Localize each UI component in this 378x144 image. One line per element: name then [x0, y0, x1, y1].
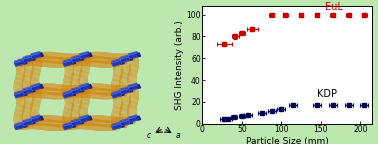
Polygon shape	[128, 52, 137, 56]
Polygon shape	[137, 53, 141, 57]
Polygon shape	[31, 117, 41, 122]
Polygon shape	[120, 55, 129, 59]
Polygon shape	[88, 53, 92, 57]
Polygon shape	[120, 89, 130, 94]
Polygon shape	[14, 122, 23, 126]
Polygon shape	[31, 85, 41, 91]
Polygon shape	[14, 90, 23, 95]
Polygon shape	[63, 59, 72, 63]
Polygon shape	[120, 124, 124, 127]
Polygon shape	[23, 124, 27, 127]
Polygon shape	[31, 57, 35, 60]
Polygon shape	[71, 55, 81, 59]
Polygon shape	[23, 92, 27, 95]
Text: c: c	[147, 131, 151, 140]
Polygon shape	[79, 52, 88, 56]
Polygon shape	[39, 85, 43, 88]
Polygon shape	[80, 88, 84, 92]
Polygon shape	[63, 61, 73, 66]
Polygon shape	[88, 85, 92, 88]
Polygon shape	[79, 85, 90, 91]
Text: KDP: KDP	[317, 89, 337, 99]
Polygon shape	[120, 92, 124, 95]
Polygon shape	[137, 85, 141, 88]
Polygon shape	[63, 122, 72, 126]
Polygon shape	[80, 120, 84, 124]
Polygon shape	[31, 120, 35, 124]
Polygon shape	[112, 61, 122, 66]
Polygon shape	[120, 57, 130, 62]
Polygon shape	[79, 53, 90, 59]
Polygon shape	[71, 87, 81, 91]
Polygon shape	[128, 83, 137, 87]
Polygon shape	[23, 60, 27, 64]
Polygon shape	[72, 60, 76, 64]
Polygon shape	[23, 120, 33, 126]
Polygon shape	[112, 122, 121, 126]
Polygon shape	[128, 85, 138, 91]
Polygon shape	[31, 88, 35, 92]
Polygon shape	[112, 92, 122, 98]
Polygon shape	[120, 87, 129, 91]
Polygon shape	[71, 57, 81, 62]
Polygon shape	[71, 89, 81, 94]
Polygon shape	[63, 90, 72, 95]
Polygon shape	[129, 57, 133, 60]
Polygon shape	[31, 52, 40, 56]
Polygon shape	[39, 53, 43, 57]
Polygon shape	[72, 92, 76, 95]
Polygon shape	[112, 124, 122, 129]
Polygon shape	[137, 116, 141, 120]
Polygon shape	[128, 115, 137, 119]
Polygon shape	[23, 87, 32, 91]
Polygon shape	[31, 83, 40, 87]
Polygon shape	[80, 57, 84, 60]
Polygon shape	[88, 116, 92, 120]
Polygon shape	[112, 90, 121, 95]
Polygon shape	[14, 92, 25, 98]
Polygon shape	[120, 120, 130, 126]
Polygon shape	[79, 117, 90, 122]
Polygon shape	[31, 115, 40, 119]
Polygon shape	[120, 119, 129, 123]
Text: EuL: EuL	[325, 2, 343, 12]
Polygon shape	[23, 89, 33, 94]
Polygon shape	[79, 115, 88, 119]
Polygon shape	[129, 120, 133, 124]
X-axis label: Particle Size (mm): Particle Size (mm)	[246, 137, 328, 144]
Polygon shape	[23, 57, 33, 62]
Polygon shape	[14, 124, 25, 129]
Text: a: a	[176, 131, 180, 140]
Polygon shape	[72, 124, 76, 127]
Polygon shape	[112, 59, 121, 63]
Polygon shape	[129, 88, 133, 92]
Polygon shape	[71, 119, 81, 123]
Polygon shape	[31, 53, 41, 59]
Y-axis label: SHG Intensity (arb.): SHG Intensity (arb.)	[175, 20, 184, 110]
Polygon shape	[128, 53, 138, 59]
Polygon shape	[63, 124, 73, 129]
Polygon shape	[23, 119, 32, 123]
Polygon shape	[14, 59, 23, 63]
Polygon shape	[79, 83, 88, 87]
Polygon shape	[14, 61, 25, 66]
Polygon shape	[128, 117, 138, 122]
Polygon shape	[39, 116, 43, 120]
Polygon shape	[120, 60, 124, 64]
Polygon shape	[23, 55, 32, 59]
Polygon shape	[71, 120, 81, 126]
Polygon shape	[63, 92, 73, 98]
